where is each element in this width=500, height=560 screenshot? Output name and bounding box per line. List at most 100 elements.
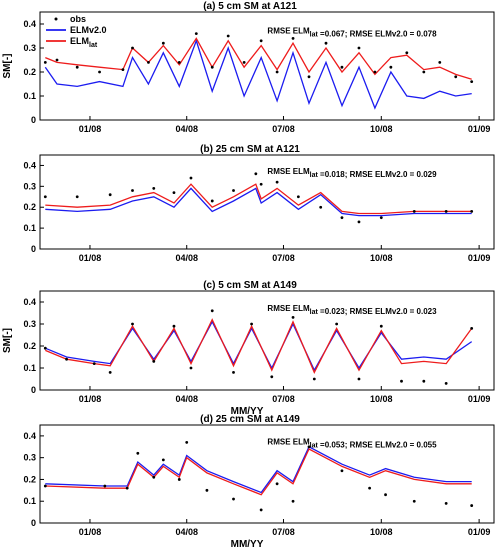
obs-point bbox=[92, 362, 96, 365]
panel-title: (d) 25 cm SM at A149 bbox=[200, 414, 300, 425]
obs-point bbox=[379, 216, 383, 220]
y-tick-label: 0.1 bbox=[23, 496, 36, 506]
rmse-annotation: RMSE ELMlat =0.023; RMSE ELMv2.0 = 0.023 bbox=[267, 304, 437, 316]
y-tick-label: 0.2 bbox=[23, 474, 36, 484]
obs-point bbox=[340, 65, 344, 69]
obs-point bbox=[131, 46, 134, 50]
series-elmv2-line bbox=[44, 38, 472, 110]
obs-point bbox=[43, 195, 47, 199]
obs-point bbox=[275, 482, 279, 486]
obs-point bbox=[152, 187, 156, 190]
x-tick-label: 07/08 bbox=[272, 253, 295, 263]
x-tick-label: 01/08 bbox=[79, 394, 102, 404]
x-tick-label: 04/08 bbox=[175, 124, 198, 134]
y-tick-label: 0 bbox=[31, 385, 36, 395]
x-tick-label: 01/08 bbox=[79, 253, 102, 263]
obs-point bbox=[454, 75, 458, 79]
x-tick-label: 01/08 bbox=[79, 124, 102, 134]
obs-point bbox=[357, 220, 361, 224]
x-axis-label: MM/YY bbox=[231, 406, 264, 417]
obs-point bbox=[172, 324, 176, 328]
obs-point bbox=[259, 508, 263, 512]
y-tick-label: 0.4 bbox=[23, 297, 36, 307]
obs-point bbox=[259, 182, 263, 186]
x-tick-label: 10/08 bbox=[370, 124, 393, 134]
obs-point bbox=[296, 195, 300, 199]
obs-point bbox=[152, 475, 156, 479]
obs-point bbox=[340, 469, 344, 473]
panel-4: (d) 25 cm SM at A149 0 0.1 0.2 0.3 0.4 01/08 04… bbox=[23, 414, 495, 550]
panel-3: (c) 5 cm SM at A149 0 0.1 0.2 0.3 0.4 01/08 04/… bbox=[2, 280, 495, 417]
y-tick-label: 0.3 bbox=[23, 43, 36, 53]
obs-point bbox=[444, 502, 448, 505]
obs-point bbox=[335, 322, 339, 326]
obs-point bbox=[291, 499, 295, 503]
obs-point bbox=[232, 497, 235, 501]
obs-point bbox=[131, 189, 134, 192]
x-tick-label: 01/09 bbox=[468, 527, 491, 537]
obs-point bbox=[108, 371, 112, 374]
obs-point bbox=[470, 327, 474, 330]
obs-point bbox=[65, 357, 68, 361]
panel-2: (b) 25 cm SM at A121 0 0.1 0.2 0.3 0.4 01/08 04… bbox=[23, 144, 495, 263]
obs-point bbox=[242, 61, 246, 64]
x-tick-label: 10/08 bbox=[370, 527, 393, 537]
plot-frame bbox=[39, 11, 495, 121]
obs-point bbox=[121, 68, 125, 71]
obs-point bbox=[324, 41, 328, 45]
obs-point bbox=[131, 322, 134, 326]
x-tick-label: 07/08 bbox=[272, 394, 295, 404]
y-tick-label: 0.1 bbox=[23, 91, 36, 101]
obs-point bbox=[43, 61, 47, 64]
obs-point bbox=[250, 322, 253, 326]
series-elmv2-line bbox=[45, 445, 472, 494]
obs-point bbox=[470, 210, 474, 213]
rmse-annotation: RMSE ELMlat =0.018; RMSE ELMv2.0 = 0.029 bbox=[267, 167, 437, 179]
x-tick-label: 01/08 bbox=[79, 527, 102, 537]
obs-point bbox=[379, 324, 383, 328]
obs-point bbox=[389, 65, 393, 69]
plot-frame bbox=[39, 290, 495, 391]
obs-point bbox=[422, 70, 426, 74]
rmse-annotation: RMSE ELMlat =0.067; RMSE ELMv2.0 = 0.078 bbox=[267, 27, 437, 39]
obs-point bbox=[185, 441, 189, 444]
series-obs bbox=[43, 172, 474, 224]
x-tick-label: 04/08 bbox=[175, 527, 198, 537]
series-elm-lat-line bbox=[45, 448, 472, 496]
obs-point bbox=[291, 37, 295, 40]
plot-frame bbox=[39, 154, 495, 250]
obs-point bbox=[470, 80, 474, 83]
y-tick-label: 0.4 bbox=[23, 19, 36, 29]
obs-point bbox=[98, 70, 101, 74]
obs-point bbox=[384, 493, 387, 497]
rmse-annotation: RMSE ELMlat =0.053; RMSE ELMv2.0 = 0.055 bbox=[267, 438, 437, 450]
series-elm-lat-line bbox=[45, 318, 473, 374]
obs-point bbox=[226, 34, 230, 38]
obs-point bbox=[232, 189, 235, 192]
obs-point bbox=[103, 484, 107, 488]
obs-point bbox=[210, 309, 214, 313]
legend-label: ELMv2.0 bbox=[70, 25, 107, 35]
obs-point bbox=[254, 172, 258, 176]
obs-point bbox=[444, 210, 448, 213]
obs-point bbox=[189, 366, 193, 370]
x-tick-label: 04/08 bbox=[175, 394, 198, 404]
obs-point bbox=[357, 377, 361, 381]
obs-point bbox=[357, 46, 361, 50]
obs-point bbox=[55, 58, 59, 62]
plot-frame bbox=[39, 424, 495, 524]
y-tick-label: 0.3 bbox=[23, 319, 36, 329]
obs-point bbox=[412, 499, 416, 503]
x-tick-label: 07/08 bbox=[272, 527, 295, 537]
panel-title: (b) 25 cm SM at A121 bbox=[200, 144, 300, 155]
x-tick-label: 10/08 bbox=[370, 253, 393, 263]
y-axis-label: SM[-] bbox=[2, 54, 13, 79]
obs-point bbox=[205, 488, 209, 492]
obs-point bbox=[259, 39, 263, 43]
obs-point bbox=[210, 199, 214, 203]
obs-point bbox=[438, 61, 442, 64]
obs-point bbox=[373, 70, 377, 74]
y-tick-label: 0 bbox=[31, 518, 36, 528]
obs-point bbox=[275, 70, 279, 74]
